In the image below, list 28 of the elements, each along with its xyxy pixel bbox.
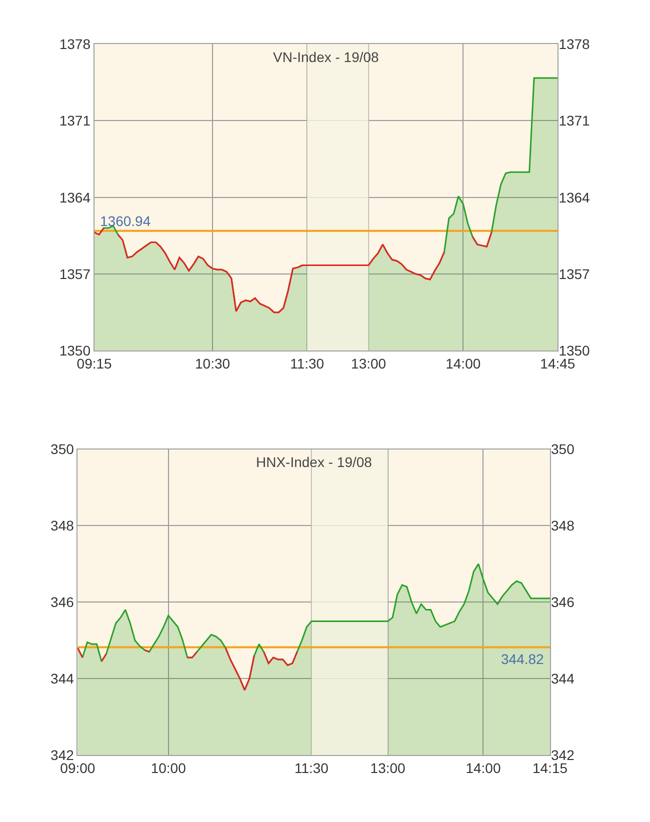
y-tick-label: 1357 [59,266,91,282]
y-tick-label: 1371 [59,112,91,129]
y2-tick-label: 1357 [558,266,590,282]
y-tick-label: 346 [50,594,74,610]
x-tick-label: 14:00 [446,356,481,372]
x-tick-label: 10:00 [150,760,186,776]
y2-tick-label: 1364 [558,189,590,206]
x-tick-label: 14:00 [466,760,501,776]
y-tick-label: 350 [50,441,74,458]
chart-title: HNX-Index - 19/08 [256,454,372,470]
y-tick-label: 1378 [59,36,91,52]
y2-tick-label: 1371 [558,112,590,129]
y2-tick-label: 346 [551,594,575,610]
y2-tick-label: 1378 [558,36,590,52]
x-tick-label: 11:30 [290,356,324,372]
annotation: 1360.94 [100,213,151,229]
annotation: 344.82 [501,651,544,667]
y2-tick-label: 350 [551,441,575,458]
y-tick-label: 348 [50,518,74,534]
y-tick-label: 344 [50,670,74,686]
chart-title: VN-Index - 19/08 [273,49,380,65]
x-tick-label: 10:30 [194,356,230,372]
y2-tick-label: 344 [551,670,575,686]
x-tick-label: 13:00 [351,356,386,372]
x-tick-label: 11:30 [294,760,329,776]
y2-tick-label: 348 [551,518,575,534]
y-tick-label: 1364 [59,189,91,206]
x-tick-label: 13:00 [370,760,406,776]
